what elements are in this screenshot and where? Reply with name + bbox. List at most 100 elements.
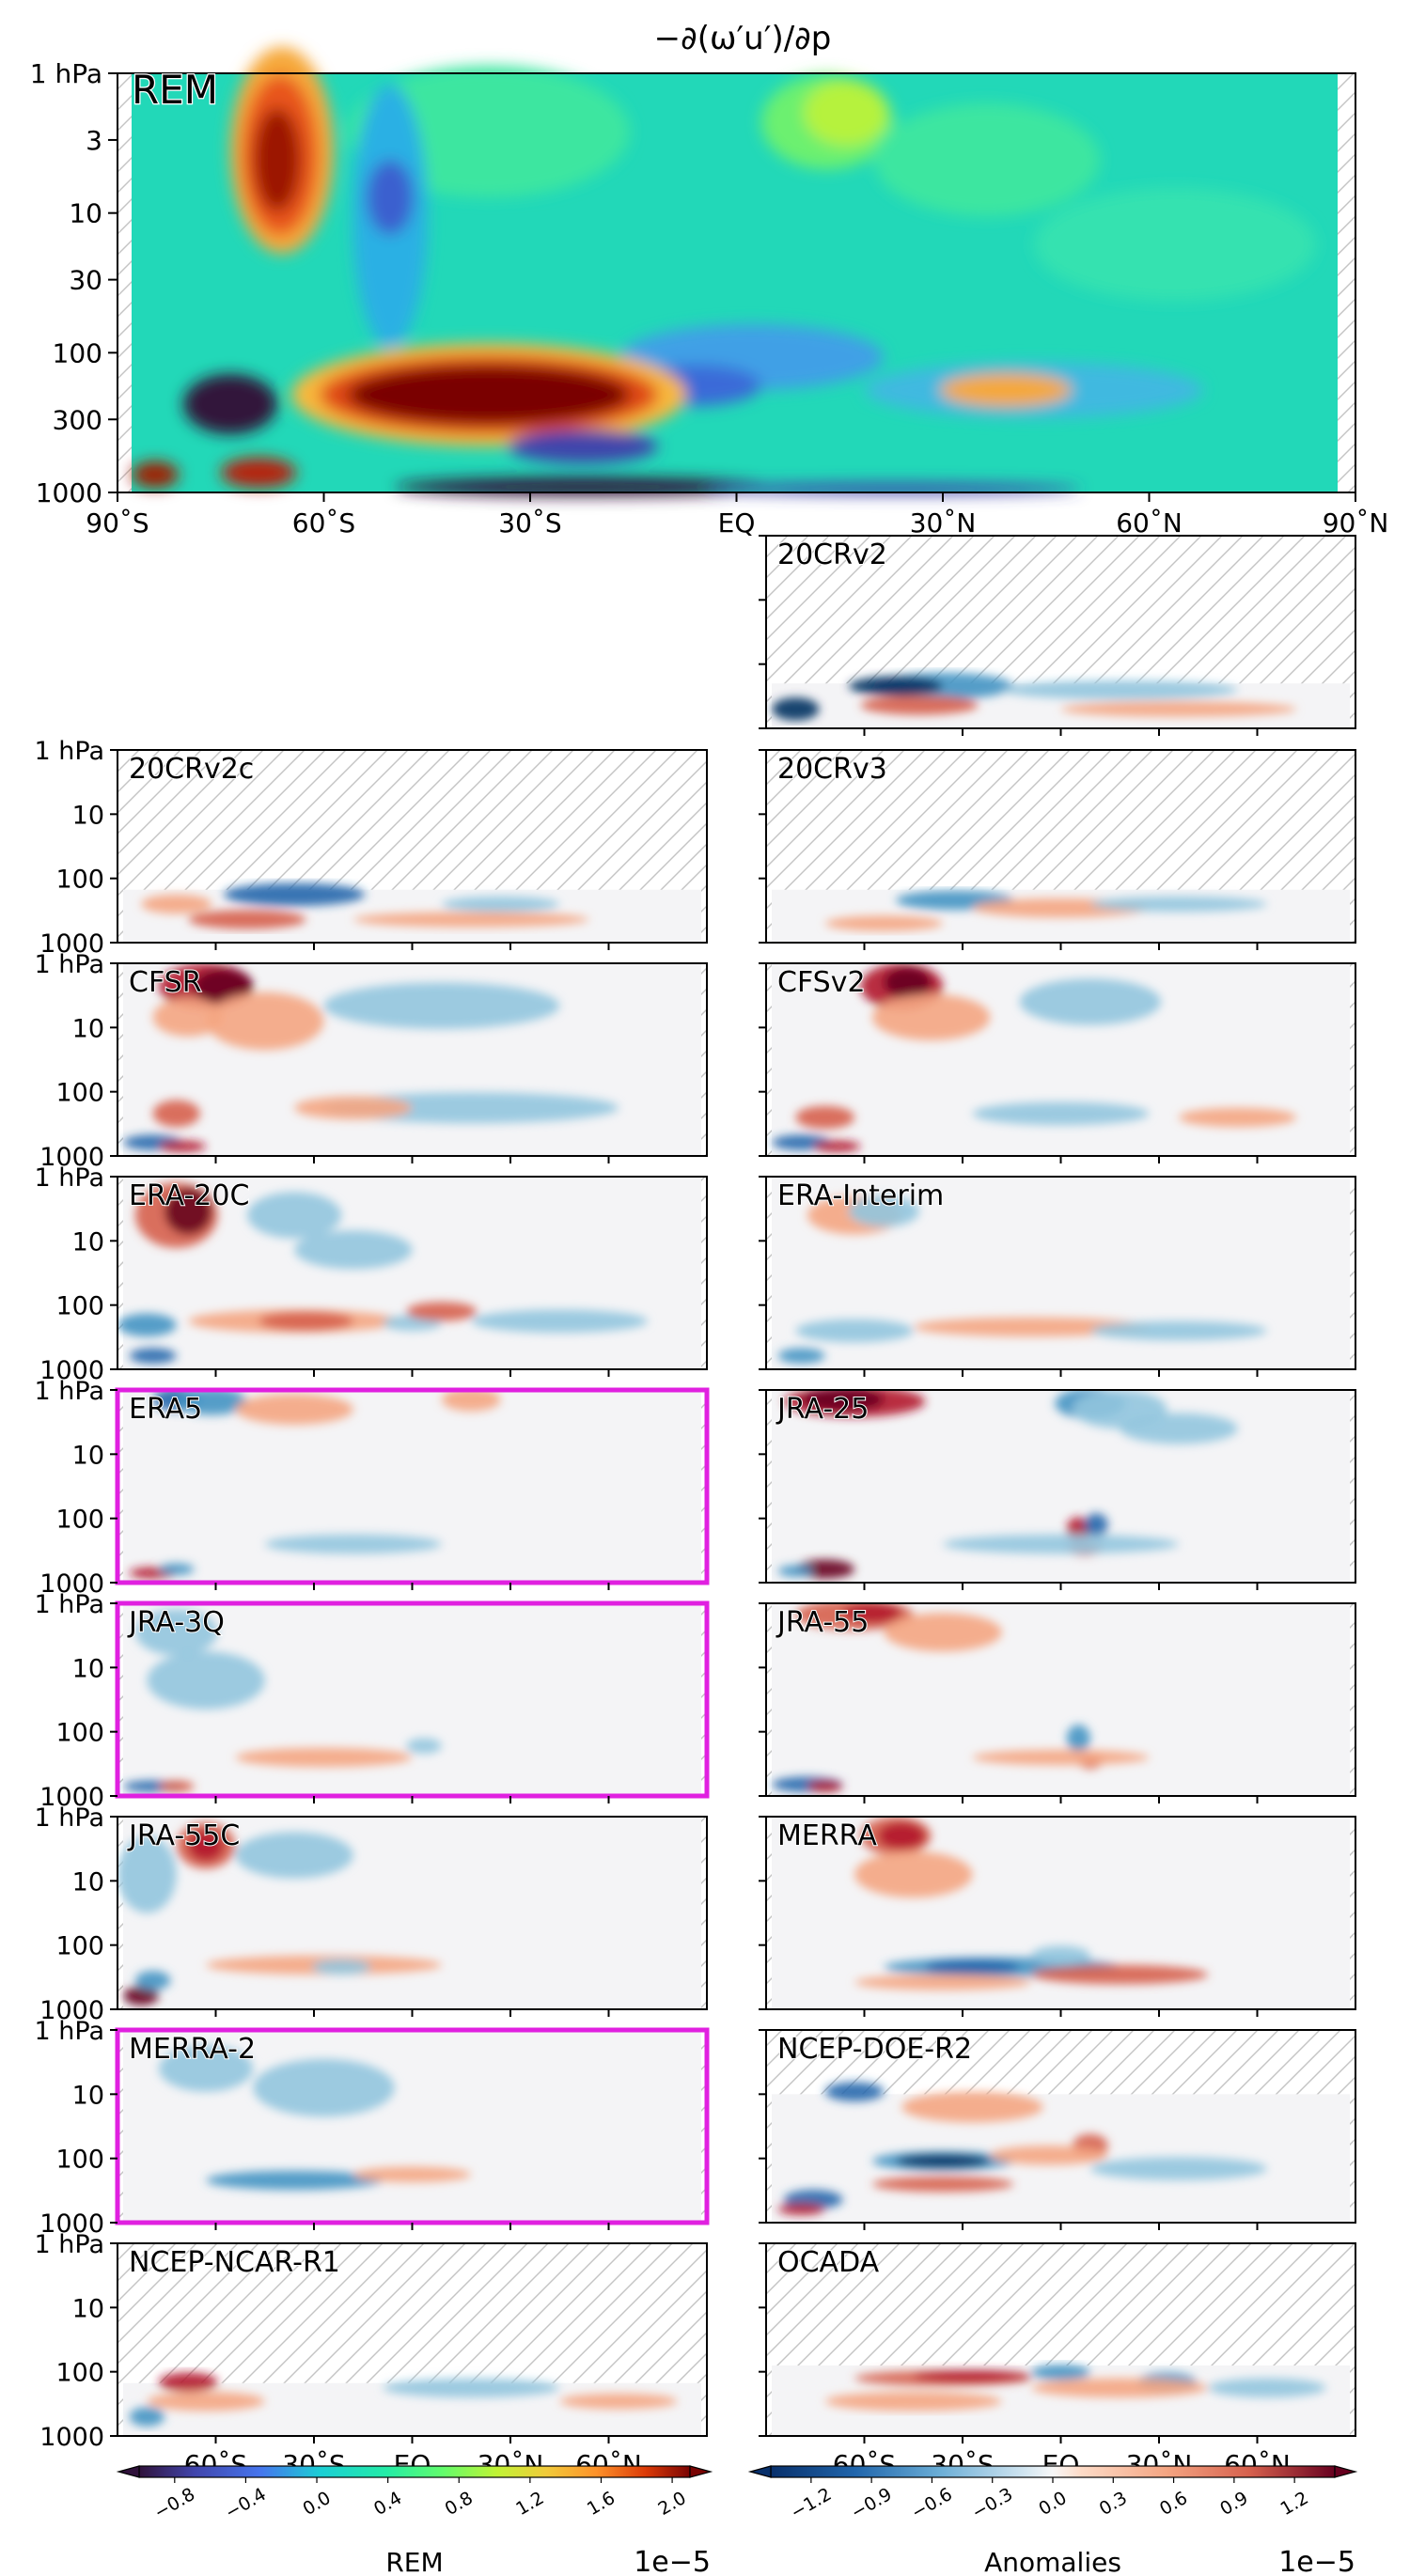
main-y-tick-label: 10 <box>69 198 102 229</box>
panel-y-tick-label: 10 <box>72 1867 104 1897</box>
colorbar-tick-label: 0.0 <box>1035 2488 1070 2520</box>
main-y-tick-label: 1 hPa <box>30 58 102 89</box>
panel-label: ERA-20C <box>129 1179 249 1212</box>
colorbar-tick-label: −0.6 <box>908 2484 956 2523</box>
panel-y-tick-label: 100 <box>55 1932 104 1961</box>
panel-jra-55: JRA-55 <box>759 1602 1356 1803</box>
main-panel-label: REM <box>132 67 218 113</box>
main-y-tick-label: 3 <box>86 125 102 156</box>
colorbar-tick-label: 0.6 <box>1156 2488 1191 2520</box>
panel-y-tick-label: 1000 <box>39 1356 104 1385</box>
main-x-tick-label: 60˚N <box>1116 507 1183 539</box>
colorbar-exponent: 1e−5 <box>1278 2546 1355 2576</box>
main-panel: REM 1 hPa 3 10 30 100 300 1000 90˚S 60˚S 30˚S EQ 3… <box>30 47 1388 539</box>
colorbar-label: REM <box>385 2547 443 2576</box>
main-y-ticks: 1 hPa 3 10 30 100 300 1000 <box>30 58 118 508</box>
panel-label: CFSR <box>129 966 202 999</box>
panel-label: NCEP-NCAR-R1 <box>129 2246 340 2279</box>
panel-ncep-doe-r2: NCEP-DOE-R2 <box>759 2029 1356 2230</box>
colorbar-tick-label: −0.3 <box>968 2484 1016 2523</box>
main-x-tick-label: 90˚S <box>86 507 149 539</box>
panel-y-tick-label: 100 <box>55 1079 104 1108</box>
panel-jra-25: JRA-25 <box>759 1389 1356 1590</box>
main-x-tick-label: EQ <box>718 507 756 539</box>
panel-y-tick-label: 1 hPa <box>35 737 105 766</box>
main-x-tick-label: 30˚N <box>910 507 977 539</box>
panel-y-tick-label: 1000 <box>39 1996 104 2025</box>
panel-20crv3: 20CRv3 <box>759 749 1356 950</box>
colorbar-tick-label: 1.6 <box>584 2488 619 2520</box>
panel-label: 20CRv2c <box>129 753 254 786</box>
colorbar-tick-label: −0.8 <box>150 2484 198 2523</box>
panel-era5: ERA5 1 hPa 10 100 1000 <box>35 1377 710 1599</box>
main-y-tick-label: 100 <box>53 337 102 368</box>
panel-y-tick-label: 1000 <box>39 1783 104 1812</box>
panel-label: JRA-25 <box>776 1393 869 1426</box>
colorbar-tick-label: 0.9 <box>1216 2488 1251 2520</box>
panel-label: MERRA-2 <box>129 2033 256 2066</box>
panel-y-tick-label: 1000 <box>39 929 104 959</box>
panel-y-tick-label: 1 hPa <box>35 1590 105 1619</box>
panel-y-tick-label: 1 hPa <box>35 2017 105 2046</box>
panel-merra-2: MERRA-2 1 hPa 10 100 1000 <box>35 2017 710 2239</box>
panel-y-tick-label: 1000 <box>39 1143 104 1172</box>
panel-y-tick-label: 1 hPa <box>35 950 105 979</box>
panel-20crv2c: 20CRv2c 1 hPa 10 100 1000 <box>35 737 708 959</box>
colorbar-tick-label: 1.2 <box>1277 2488 1312 2520</box>
panel-y-tick-label: 10 <box>72 1654 104 1683</box>
panel-20crv2: 20CRv2 <box>759 535 1356 736</box>
panel-label: OCADA <box>777 2246 880 2279</box>
panel-y-tick-label: 100 <box>55 1292 104 1321</box>
panel-era-20c: ERA-20C 1 hPa 10 100 1000 <box>35 1163 708 1385</box>
panel-label: ERA5 <box>129 1393 202 1426</box>
colorbars: −0.8 −0.4 0.0 0.4 0.8 1.2 1.6 2.0 REM 1e−5 −1.2 −0.… <box>116 2465 1358 2576</box>
panel-y-tick-label: 1000 <box>39 2423 104 2452</box>
colorbar-tick-label: 0.4 <box>370 2488 405 2520</box>
colorbar-anomalies: −1.2 −0.9 −0.6 −0.3 0.0 0.3 0.6 0.9 1.2 Anomalies… <box>747 2465 1358 2576</box>
main-field <box>132 47 1338 496</box>
panel-y-tick-label: 10 <box>72 801 104 830</box>
main-x-tick-label: 30˚S <box>498 507 561 539</box>
panel-merra: MERRA <box>759 1816 1356 2017</box>
panel-y-tick-label: 10 <box>72 1227 104 1257</box>
panel-era-interim: ERA-Interim <box>759 1176 1356 1377</box>
panel-label: JRA-55 <box>776 1606 869 1639</box>
panel-label: MERRA <box>777 1819 877 1852</box>
panel-y-tick-label: 100 <box>55 866 104 895</box>
panel-y-tick-label: 10 <box>72 2081 104 2110</box>
main-x-ticks: 90˚S 60˚S 30˚S EQ 30˚N 60˚N 90˚N <box>86 492 1388 539</box>
colorbar-tick-label: 0.3 <box>1096 2488 1131 2520</box>
main-y-tick-label: 300 <box>53 404 102 435</box>
panel-y-tick-label: 10 <box>72 1441 104 1470</box>
panel-y-tick-label: 1 hPa <box>35 1163 105 1193</box>
panel-y-tick-label: 1000 <box>39 1569 104 1599</box>
panel-y-tick-label: 1 hPa <box>35 1377 105 1406</box>
colorbar-tick-label: −0.4 <box>222 2484 270 2523</box>
colorbar-tick-label: 0.0 <box>299 2488 334 2520</box>
main-y-tick-label: 1000 <box>36 477 102 508</box>
panel-label: ERA-Interim <box>777 1179 944 1212</box>
panel-jra-3q: JRA-3Q 1 hPa 10 100 1000 <box>35 1590 710 1812</box>
panel-label: NCEP-DOE-R2 <box>777 2033 972 2066</box>
colorbar-tick-label: −0.9 <box>848 2484 896 2523</box>
colorbar-rem: −0.8 −0.4 0.0 0.4 0.8 1.2 1.6 2.0 REM 1e−5 <box>116 2465 713 2576</box>
colorbar-tick-label: 2.0 <box>655 2488 690 2520</box>
panel-label: 20CRv2 <box>777 539 887 571</box>
colorbar-exponent: 1e−5 <box>634 2546 711 2576</box>
main-x-tick-label: 90˚N <box>1323 507 1389 539</box>
panel-cfsv2: CFSv2 <box>759 962 1356 1163</box>
panel-y-tick-label: 1 hPa <box>35 1803 105 1833</box>
panel-label: CFSv2 <box>777 966 866 999</box>
panel-label: JRA-55C <box>127 1819 240 1852</box>
colorbar-label: Anomalies <box>984 2547 1121 2576</box>
panel-y-tick-label: 1000 <box>39 2209 104 2239</box>
main-y-tick-label: 30 <box>69 265 102 296</box>
colorbar-tick-label: 0.8 <box>442 2488 477 2520</box>
panel-y-tick-label: 1 hPa <box>35 2230 105 2259</box>
panel-label: 20CRv3 <box>777 753 887 786</box>
panel-y-tick-label: 100 <box>55 1506 104 1535</box>
small-panels: 20CRv2 20CRv2c 1 hPa 10 100 1000 20CRv3 CFSR 1 h… <box>35 535 1356 2480</box>
panel-label: JRA-3Q <box>127 1606 225 1639</box>
